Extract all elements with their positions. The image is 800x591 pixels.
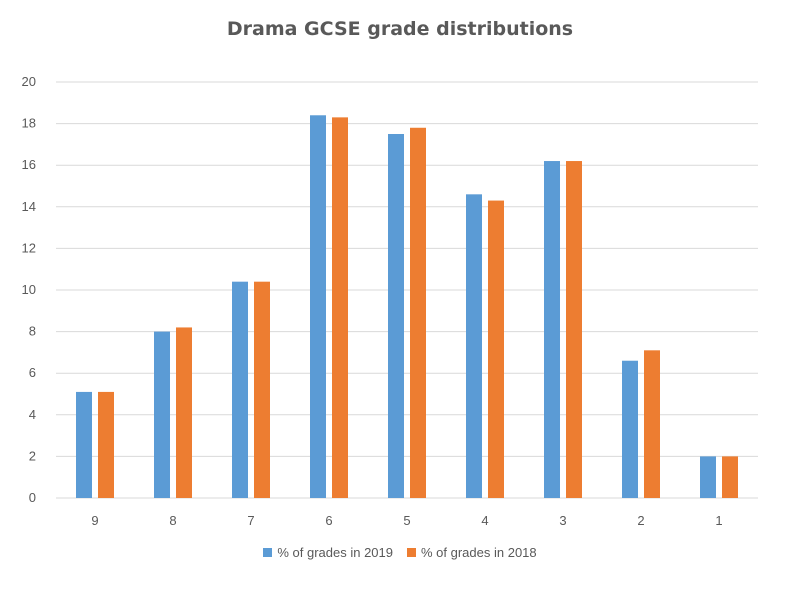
x-tick-label: 5: [403, 513, 410, 528]
bar-2019-grade-4: [466, 194, 482, 498]
x-tick-label: 6: [325, 513, 332, 528]
y-tick-label: 10: [22, 282, 36, 297]
bar-2019-grade-6: [310, 115, 326, 498]
bar-2018-grade-6: [332, 117, 348, 499]
bar-2018-grade-4: [488, 200, 504, 498]
bar-2019-grade-8: [154, 331, 170, 498]
gridlines: [56, 81, 758, 499]
x-axis-ticks: 9 8 7 6 5 4 3 2 1: [91, 513, 722, 528]
legend: % of grades in 2019 % of grades in 2018: [0, 545, 800, 560]
legend-label-2018: % of grades in 2018: [421, 545, 537, 560]
x-tick-label: 4: [481, 513, 488, 528]
chart-title: Drama GCSE grade distributions: [226, 18, 574, 40]
y-tick-label: 16: [22, 157, 36, 172]
y-tick-label: 8: [29, 324, 36, 339]
x-tick-label: 3: [559, 513, 566, 528]
bar-2019-grade-9: [76, 391, 92, 498]
legend-swatch-2018: [407, 548, 416, 557]
bar-2018-grade-9: [98, 391, 114, 498]
legend-item-2018: % of grades in 2018: [407, 545, 537, 560]
bar-2018-grade-3: [566, 161, 582, 499]
bar-2018-grade-8: [176, 327, 192, 498]
bars: [76, 115, 738, 499]
bar-2018-grade-5: [410, 127, 426, 498]
y-axis-ticks: 0 2 4 6 8 10 12 14 16 18 20: [22, 74, 36, 505]
y-tick-label: 4: [29, 407, 36, 422]
y-tick-label: 12: [22, 240, 36, 255]
x-tick-label: 9: [91, 513, 98, 528]
legend-item-2019: % of grades in 2019: [263, 545, 393, 560]
bar-2018-grade-2: [644, 350, 660, 498]
bar-2018-grade-7: [254, 281, 270, 498]
x-tick-label: 8: [169, 513, 176, 528]
y-tick-label: 18: [22, 116, 36, 131]
y-tick-label: 14: [22, 199, 36, 214]
x-tick-label: 1: [715, 513, 722, 528]
bar-2019-grade-3: [544, 161, 560, 499]
y-tick-label: 6: [29, 365, 36, 380]
x-tick-label: 2: [637, 513, 644, 528]
bar-2019-grade-2: [622, 360, 638, 498]
bar-2019-grade-7: [232, 281, 248, 498]
y-tick-label: 2: [29, 448, 36, 463]
bar-2019-grade-5: [388, 134, 404, 498]
legend-label-2019: % of grades in 2019: [277, 545, 393, 560]
y-tick-label: 0: [29, 490, 36, 505]
legend-swatch-2019: [263, 548, 273, 557]
bar-2018-grade-1: [722, 456, 738, 498]
y-tick-label: 20: [22, 74, 36, 89]
bar-2019-grade-1: [700, 456, 716, 498]
x-tick-label: 7: [247, 513, 254, 528]
